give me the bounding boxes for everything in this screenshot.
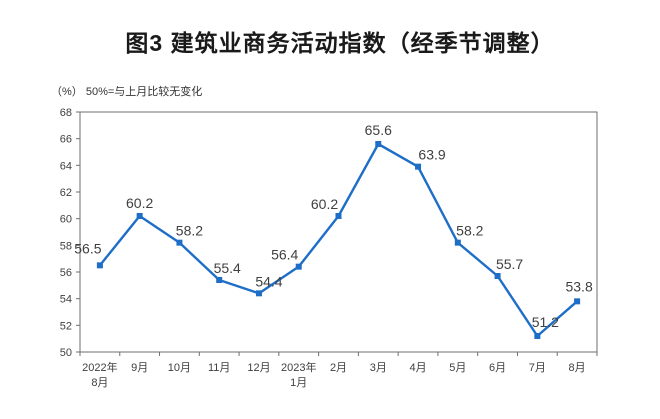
data-point-label: 60.2 (126, 195, 153, 211)
y-axis-tick-label: 56 (60, 267, 72, 279)
y-axis-tick-label: 66 (60, 134, 72, 146)
data-point-marker (176, 239, 183, 246)
data-point-label: 55.7 (496, 256, 523, 272)
chart-title: 图3 建筑业商务活动指数（经季节调整） (125, 30, 555, 56)
x-axis-tick-label: 7月 (529, 362, 546, 374)
x-axis-tick-label: 11月 (208, 362, 230, 374)
data-point-label: 55.4 (214, 260, 241, 276)
x-axis-tick-label: 2月 (330, 362, 347, 374)
data-point-marker (375, 141, 382, 147)
data-point-marker (415, 163, 422, 170)
x-axis-tick-label: 9月 (131, 362, 148, 374)
x-axis-tick-label: 3月 (370, 362, 387, 374)
x-axis-tick-label: 8月 (569, 362, 586, 374)
data-point-marker (295, 263, 302, 270)
x-axis-tick-label: 2023年 (281, 360, 316, 374)
x-axis-tick-label: 10月 (168, 362, 191, 374)
data-line (98, 142, 578, 338)
data-point-marker (494, 273, 501, 279)
data-point-label: 53.8 (565, 278, 592, 294)
data-point-label: 58.2 (456, 223, 483, 239)
y-axis-tick-label: 50 (60, 347, 72, 359)
y-axis-tick-label: 54 (60, 294, 72, 306)
data-point-label: 60.2 (311, 196, 338, 212)
data-point-label: 51.2 (532, 314, 559, 330)
y-axis-tick-label: 64 (60, 160, 72, 172)
x-axis-tick-label: 6月 (489, 362, 506, 374)
data-point-marker (255, 290, 262, 297)
x-axis-tick-label: 5月 (449, 362, 466, 374)
data-point-marker (216, 277, 223, 283)
data-point-label: 58.2 (176, 223, 203, 239)
y-axis-tick-label: 62 (60, 187, 72, 199)
y-axis-tick-label: 68 (60, 107, 72, 119)
data-point-marker (574, 298, 581, 305)
x-axis-tick-label: 2022年 (82, 360, 117, 374)
data-point-marker (534, 333, 541, 339)
x-axis-tick-label: 1月 (290, 377, 307, 389)
line-chart-canvas: 50 52 54 56 58 60 62 64 66 68 2022年 8月 9月 10月 11月 12月 20… (60, 107, 598, 389)
data-point-label: 54.4 (255, 273, 282, 289)
data-point-marker (136, 213, 143, 219)
y-axis-tick-label: 58 (60, 240, 72, 252)
y-axis-tick-label: 52 (60, 320, 72, 332)
x-axis-tick-label: 4月 (409, 362, 426, 374)
data-point-marker (454, 239, 461, 246)
data-point-marker (335, 213, 342, 219)
y-axis-tick-label: 60 (60, 214, 72, 226)
data-point-label: 56.4 (271, 247, 298, 263)
x-axis-tick-label: 12月 (247, 362, 270, 374)
axis-unit-note: （%） 50%=与上月比较无变化 (51, 86, 203, 98)
data-point-marker (96, 262, 103, 269)
plot-border (79, 111, 598, 353)
data-point-label: 65.6 (365, 122, 392, 138)
x-axis-tick-label: 8月 (91, 377, 108, 389)
data-point-label: 63.9 (418, 147, 445, 163)
data-point-label: 56.5 (74, 240, 101, 256)
